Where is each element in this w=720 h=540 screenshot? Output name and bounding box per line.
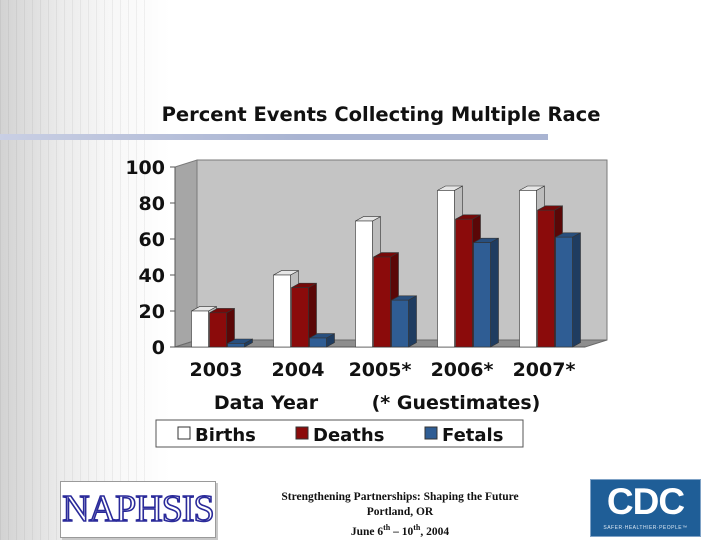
bar-side (572, 232, 581, 348)
legend-label: Fetals (442, 425, 503, 446)
legend-item-births: Births (177, 425, 256, 446)
x-tick-label: 2006* (431, 359, 494, 381)
y-tick-label: 60 (139, 229, 165, 251)
legend-item-fetals: Fetals (424, 425, 503, 446)
bar-deaths-2004 (291, 282, 317, 348)
bar-front (209, 312, 227, 348)
footer-line-1: Strengthening Partnerships: Shaping the … (281, 491, 519, 503)
y-tick-label: 100 (125, 157, 165, 179)
bar-front (291, 287, 309, 348)
legend-swatch (295, 426, 309, 440)
legend-frame (155, 419, 524, 448)
legend-label: Deaths (313, 425, 384, 446)
bar-front (273, 274, 291, 348)
bar-front (227, 343, 245, 348)
bar-front (473, 242, 491, 348)
bar-fetals-2003 (227, 338, 253, 348)
bar-front (373, 256, 391, 348)
bar-chart: Percent Events Collecting Multiple Race … (125, 103, 608, 448)
legend-item-deaths: Deaths (295, 425, 384, 446)
x-tick-label: 2007* (513, 359, 576, 381)
cdc-logo-text: CDC (606, 481, 685, 522)
bar-front (455, 218, 473, 348)
bar-front (555, 236, 573, 348)
title-underline (0, 134, 548, 140)
x-axis-label: Data Year (214, 392, 319, 414)
footer-line-3: June 6th – 10th, 2004 (350, 523, 450, 538)
bar-front (191, 310, 209, 348)
bar-front (437, 190, 455, 348)
cdc-logo: CDC SAFER·HEALTHIER·PEOPLE™ (590, 479, 701, 537)
footer-line-2: Portland, OR (366, 506, 434, 518)
bar-front (355, 220, 373, 348)
y-tick-label: 0 (152, 337, 165, 359)
bar-front (519, 190, 537, 348)
bar-fetals-2007 (555, 232, 581, 348)
y-tick-label: 40 (139, 265, 165, 287)
x-tick-label: 2004 (272, 359, 325, 381)
bar-deaths-2003 (209, 307, 235, 348)
bar-fetals-2006 (473, 237, 499, 348)
legend: Births Deaths Fetals (155, 419, 524, 448)
legend-swatch (424, 426, 438, 440)
cdc-logo-tagline: SAFER·HEALTHIER·PEOPLE™ (603, 525, 688, 531)
naphsis-logo-text: NAPHSIS (61, 487, 215, 531)
background-stripes (0, 0, 150, 540)
bar-front (537, 209, 555, 348)
bar-front (309, 337, 327, 348)
y-tick-label: 80 (139, 193, 165, 215)
footer-caption: Strengthening Partnerships: Shaping the … (230, 490, 570, 540)
x-tick-label: 2005* (349, 359, 412, 381)
bar-front (391, 299, 409, 348)
chart-title: Percent Events Collecting Multiple Race (162, 103, 601, 126)
bar-side (408, 295, 417, 348)
y-tick-label: 20 (139, 301, 165, 323)
x-tick-label: 2003 (190, 359, 243, 381)
legend-swatch (177, 426, 191, 440)
naphsis-logo: NAPHSIS (60, 481, 216, 538)
bar-fetals-2004 (309, 333, 335, 348)
legend-label: Births (195, 425, 256, 446)
bar-fetals-2005 (391, 295, 417, 348)
x-axis-note: (* Guestimates) (372, 392, 541, 414)
plot-area: 0 20 40 60 80 100 2003 2004 2005* 2006* 2007* (125, 157, 608, 381)
bar-side (490, 237, 499, 348)
